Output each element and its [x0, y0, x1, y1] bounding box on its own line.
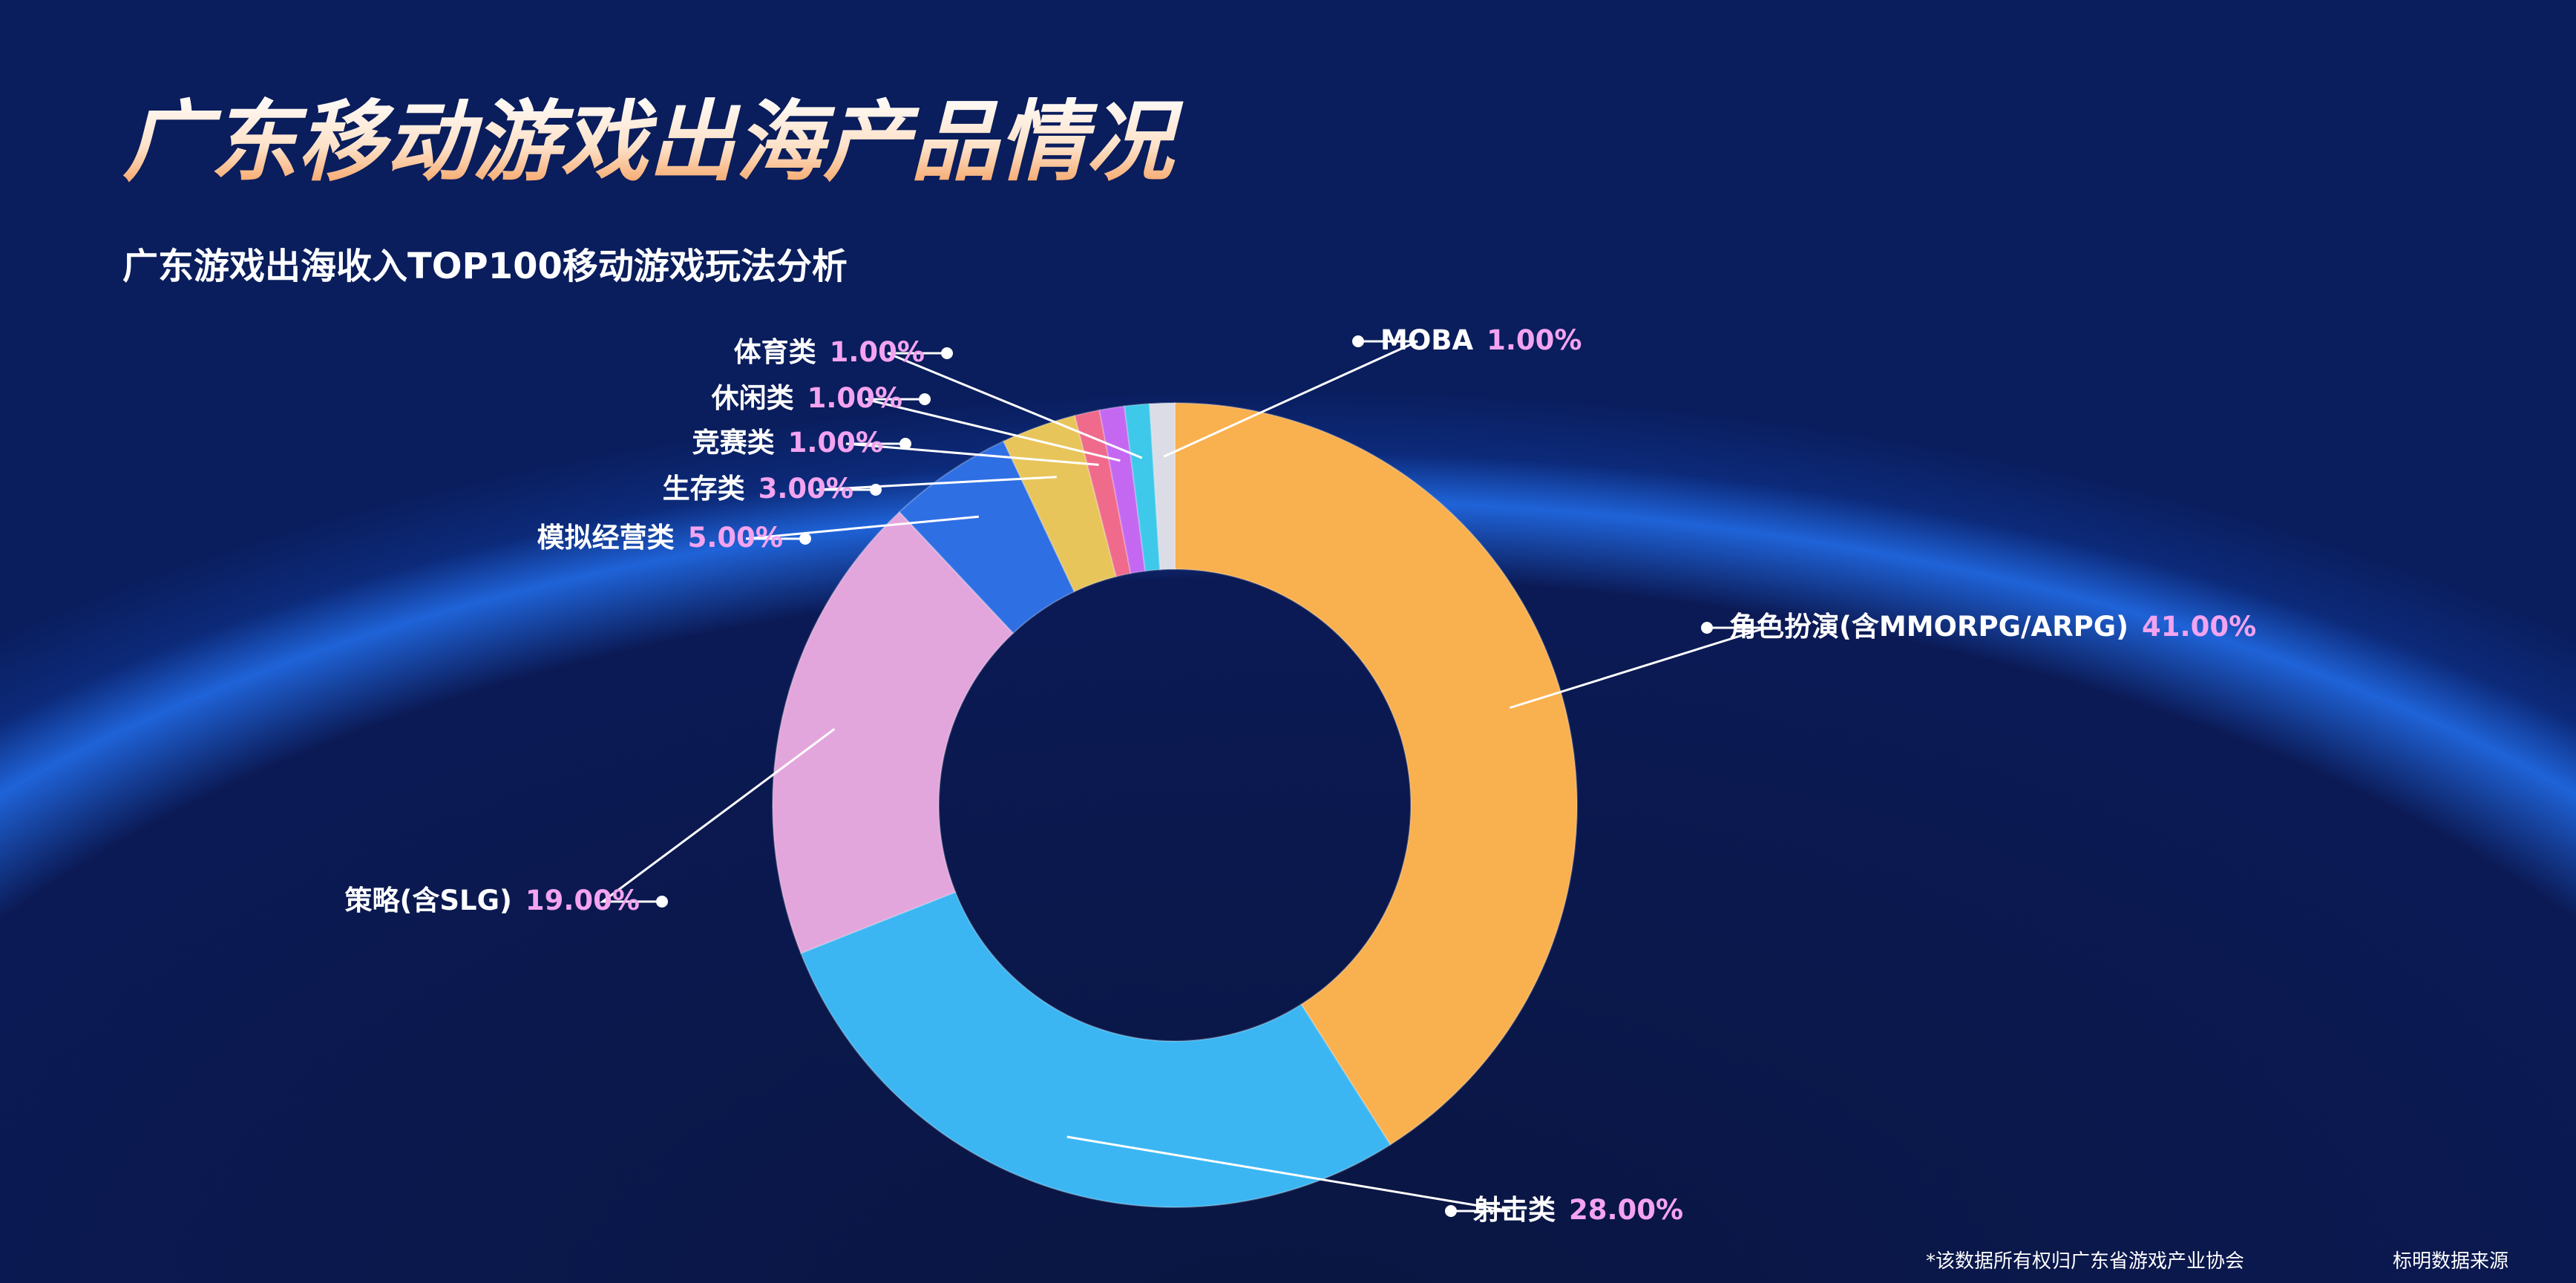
leader-dot [1445, 1205, 1457, 1217]
donut-slice [1174, 401, 1579, 1146]
donut-slice [799, 890, 1392, 1209]
value-label: 3.00% [758, 473, 853, 505]
leader-dot [919, 393, 931, 405]
leader-line [887, 352, 1143, 459]
donut-slice [1073, 409, 1132, 578]
category-name: 体育类 [734, 336, 816, 368]
slice-label: 体育类 1.00% [734, 336, 925, 368]
footnote-part: 标明数据来源 [2393, 1250, 2508, 1273]
value-label: 41.00% [2142, 611, 2256, 643]
slice-label: 生存类 3.00% [663, 473, 853, 505]
slide-title: 广东移动游戏出海产品情况 [122, 91, 1184, 193]
leader-dot [656, 896, 668, 908]
footnote: *该数据所有权归广东省游戏产业协会 标明数据来源 [1926, 1250, 2508, 1273]
category-name: 竞赛类 [692, 427, 775, 459]
category-name: 生存类 [663, 473, 745, 505]
slice-label: 射击类 28.00% [1473, 1194, 1683, 1226]
category-name: 角色扮演(含MMORPG/ARPG) [1729, 611, 2128, 643]
slice-label: MOBA 1.00% [1380, 324, 1582, 356]
category-name: 射击类 [1473, 1194, 1556, 1226]
leader-dot [899, 438, 911, 450]
value-label: 19.00% [525, 885, 640, 916]
value-label: 1.00% [1487, 324, 1582, 356]
leader-line [1509, 626, 1767, 709]
slice-label: 策略(含SLG) 19.00% [344, 885, 640, 916]
slice-label: 休闲类 1.00% [711, 382, 902, 414]
leader-dot [941, 347, 953, 359]
leader-line [845, 442, 1099, 466]
leader-line [865, 398, 1121, 462]
leader-line [1163, 340, 1418, 458]
footnote-part: *该数据所有权归广东省游戏产业协会 [1926, 1250, 2244, 1273]
leader-dot [799, 533, 811, 545]
leader-dot [1352, 335, 1364, 347]
donut-slice [772, 511, 1015, 954]
chart-title: 广东游戏出海收入TOP100移动游戏玩法分析 [122, 246, 848, 287]
leader-line [1066, 1135, 1511, 1213]
slice-label: 模拟经营类 5.00% [537, 522, 783, 554]
value-label: 5.00% [688, 522, 783, 554]
value-label: 1.00% [807, 382, 902, 414]
leader-line [816, 476, 1057, 491]
donut-slice [1098, 405, 1147, 574]
leader-line [599, 728, 836, 903]
category-name: 策略(含SLG) [344, 885, 511, 916]
value-label: 1.00% [788, 427, 883, 459]
category-name: 休闲类 [711, 382, 794, 414]
leader-dot [1701, 622, 1713, 634]
donut-slice [1148, 401, 1176, 571]
leader-dot [870, 484, 882, 496]
category-name: 模拟经营类 [537, 522, 675, 554]
slice-label: 角色扮演(含MMORPG/ARPG) 41.00% [1729, 611, 2256, 643]
value-label: 28.00% [1569, 1194, 1683, 1226]
donut-slice [1123, 403, 1161, 572]
value-label: 1.00% [830, 336, 925, 368]
leader-line [745, 515, 979, 540]
slice-label: 竞赛类 1.00% [692, 427, 883, 459]
category-name: MOBA [1380, 324, 1473, 356]
